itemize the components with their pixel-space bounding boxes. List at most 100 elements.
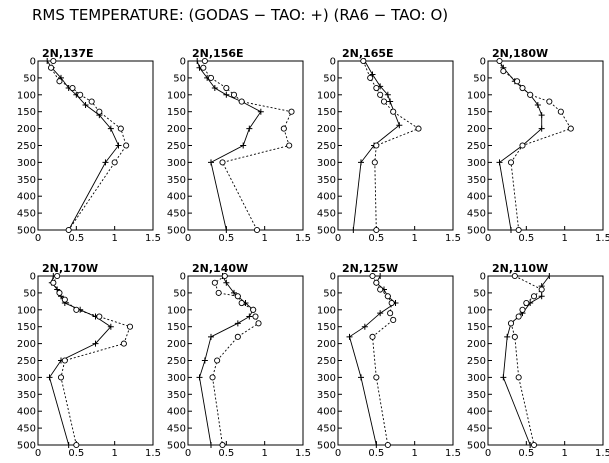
- circle-marker: [373, 374, 380, 381]
- y-tick-label: 400: [167, 192, 186, 203]
- plus-marker: [534, 101, 541, 108]
- plus-marker: [500, 374, 507, 381]
- y-tick-label: 450: [317, 424, 336, 435]
- plus-marker: [223, 227, 230, 233]
- x-tick-label: 1.5: [445, 233, 461, 244]
- circle-marker: [530, 293, 538, 300]
- circle-marker: [56, 289, 63, 296]
- circle-marker: [120, 340, 127, 347]
- plus-marker: [196, 374, 203, 381]
- circle-marker: [507, 159, 515, 166]
- circle-marker: [515, 226, 522, 234]
- plus-marker: [102, 159, 109, 166]
- y-tick-label: 150: [317, 322, 336, 333]
- plus-marker: [82, 101, 89, 108]
- y-tick-label: 150: [467, 107, 486, 118]
- y-tick-label: 250: [317, 141, 336, 152]
- x-tick-label: 0.5: [218, 233, 234, 244]
- circle-marker: [496, 57, 503, 65]
- main-title: RMS TEMPERATURE: (GODAS − TAO: +) (RA6 −…: [32, 6, 448, 24]
- panel-frame: [487, 60, 604, 231]
- y-tick-label: 500: [167, 226, 186, 237]
- circle-marker: [50, 279, 57, 286]
- x-tick-label: 0: [335, 448, 341, 459]
- y-tick-label: 500: [17, 441, 36, 452]
- y-tick-label: 450: [467, 209, 486, 220]
- y-tick-label: 100: [467, 90, 486, 101]
- panel-frame: [37, 275, 154, 446]
- plus-marker: [211, 85, 218, 92]
- circle-marker: [61, 296, 68, 303]
- y-tick-label: 100: [317, 90, 336, 101]
- y-tick-label: 200: [167, 339, 186, 350]
- plus-marker: [223, 91, 230, 98]
- plus-marker: [361, 323, 368, 330]
- y-tick-label: 150: [17, 322, 36, 333]
- y-tick-label: 350: [467, 175, 486, 186]
- circle-marker: [387, 310, 394, 317]
- circle-marker: [214, 357, 221, 364]
- y-tick-label: 400: [17, 407, 36, 418]
- circle-marker: [215, 289, 222, 296]
- x-tick-label: 0: [185, 448, 191, 459]
- x-tick-label: 1: [561, 233, 567, 244]
- x-tick-label: 0: [185, 233, 191, 244]
- circle-marker: [200, 64, 207, 71]
- y-tick-label: 250: [317, 356, 336, 367]
- x-tick-label: 0: [335, 233, 341, 244]
- circle-marker: [511, 272, 518, 280]
- circle-marker: [415, 125, 422, 132]
- y-tick-label: 0: [180, 57, 186, 68]
- y-tick-label: 300: [167, 373, 186, 384]
- plus-marker: [377, 273, 384, 279]
- y-tick-label: 350: [17, 390, 36, 401]
- y-tick-label: 100: [167, 305, 186, 316]
- circle-marker: [65, 226, 72, 234]
- y-tick-label: 300: [467, 158, 486, 169]
- circle-marker: [538, 286, 545, 293]
- plus-marker: [234, 320, 241, 327]
- plus-marker: [231, 289, 237, 296]
- y-tick-label: 400: [167, 407, 186, 418]
- circle-marker: [384, 441, 391, 449]
- godas-line: [348, 275, 397, 446]
- y-tick-label: 200: [317, 339, 336, 350]
- circle-marker: [209, 374, 216, 381]
- circle-marker: [388, 299, 395, 307]
- x-tick-label: 1: [411, 233, 417, 244]
- plus-marker: [208, 442, 214, 448]
- circle-marker: [515, 374, 522, 381]
- circle-marker: [111, 159, 118, 166]
- x-tick-label: 1.5: [295, 448, 311, 459]
- circle-marker: [369, 272, 376, 280]
- circle-marker: [88, 98, 95, 105]
- panel-title: 2N,170W: [42, 262, 98, 275]
- x-tick-label: 0: [35, 448, 41, 459]
- y-tick-label: 200: [17, 339, 36, 350]
- circle-marker: [373, 84, 380, 92]
- x-tick-label: 0: [35, 233, 41, 244]
- x-tick-label: 1: [411, 448, 417, 459]
- circle-marker: [515, 313, 522, 320]
- y-tick-label: 300: [167, 158, 186, 169]
- x-tick-label: 1: [111, 448, 117, 459]
- y-tick-label: 150: [17, 107, 36, 118]
- y-tick-label: 250: [167, 141, 186, 152]
- x-tick-label: 1.5: [145, 448, 161, 459]
- y-tick-label: 450: [17, 424, 36, 435]
- circle-marker: [201, 57, 208, 65]
- y-tick-label: 150: [467, 322, 486, 333]
- circle-marker: [96, 313, 103, 320]
- y-tick-label: 200: [467, 339, 486, 350]
- x-tick-label: 0: [485, 233, 491, 244]
- plus-marker: [538, 112, 545, 119]
- x-tick-label: 1.5: [295, 233, 311, 244]
- y-tick-label: 400: [317, 407, 336, 418]
- circle-marker: [207, 74, 215, 81]
- y-tick-label: 150: [317, 107, 336, 118]
- y-tick-label: 0: [330, 272, 336, 283]
- circle-marker: [286, 142, 293, 149]
- plus-marker: [208, 333, 214, 340]
